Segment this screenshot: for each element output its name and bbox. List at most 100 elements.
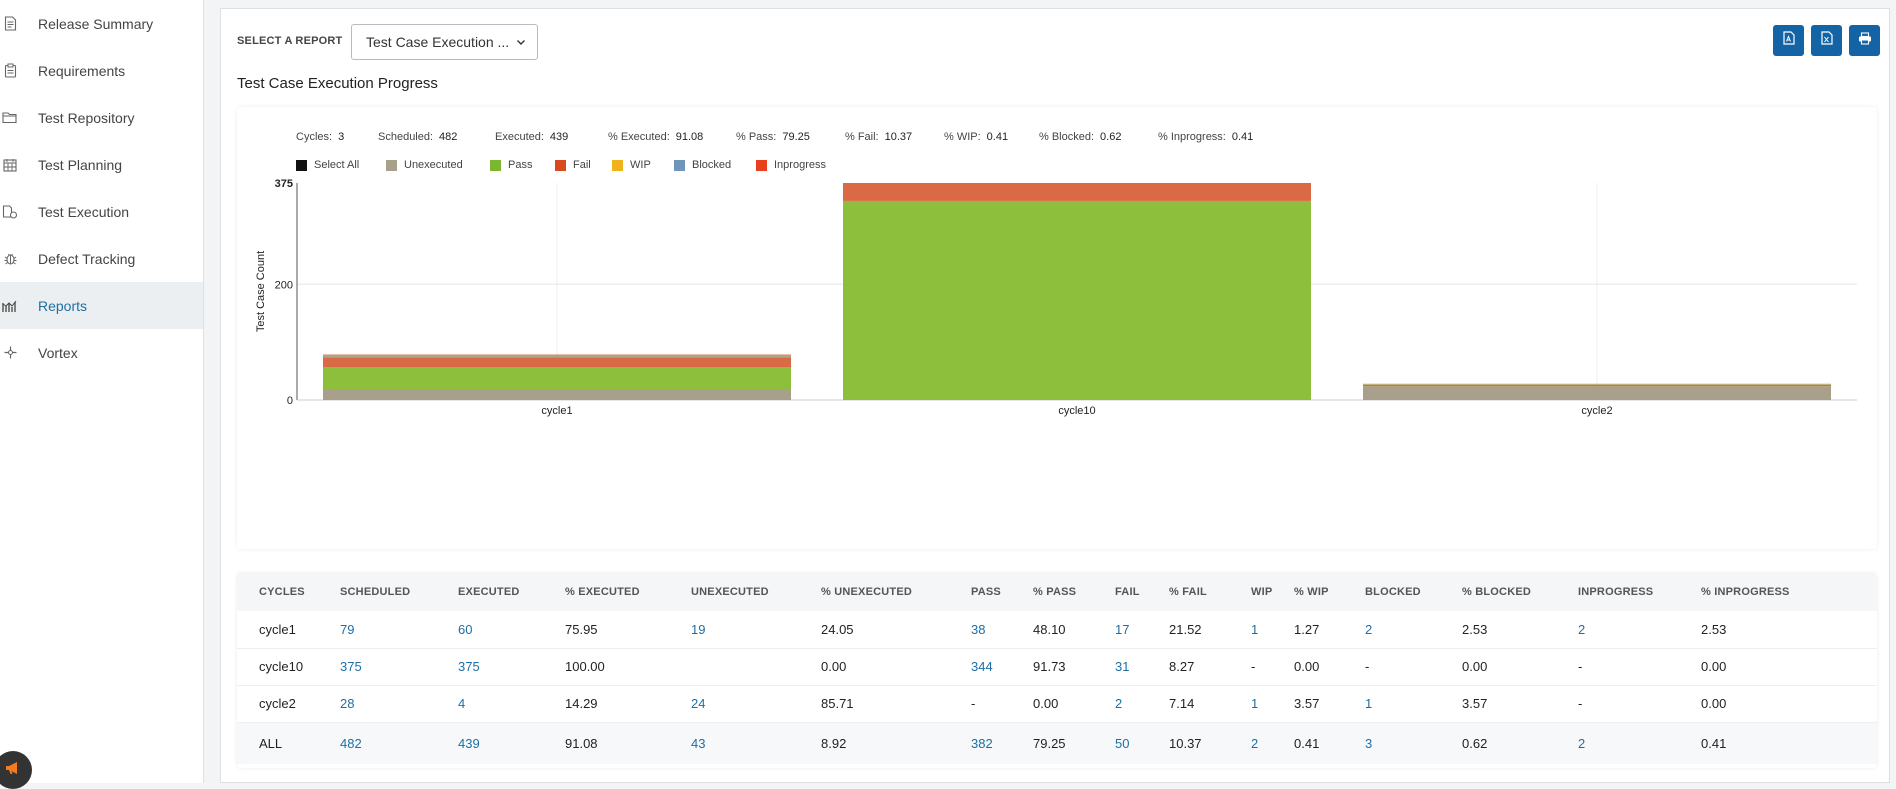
table-cell: 8.92: [821, 735, 847, 751]
stat-percent-fail: % Fail: 10.37: [845, 131, 913, 143]
legend-swatch: [386, 159, 397, 171]
stat-percent-wip: % WIP: 0.41: [944, 131, 1009, 143]
print-button[interactable]: [1849, 25, 1880, 56]
count-link[interactable]: 375: [458, 659, 480, 674]
sidebar-item-label: Test Planning: [38, 156, 123, 173]
table-cell: 0.00: [1462, 659, 1488, 674]
sidebar-item-test-planning[interactable]: Test Planning: [0, 141, 203, 188]
legend-unexecuted[interactable]: Unexecuted: [386, 159, 463, 171]
table-cell: 91.73: [1033, 659, 1066, 674]
count-link[interactable]: 344: [971, 659, 993, 674]
legend-blocked[interactable]: Blocked: [674, 159, 731, 171]
sidebar-item-reports[interactable]: Reports: [0, 282, 203, 329]
table-cell: -: [1578, 659, 1583, 674]
legend-pass[interactable]: Pass: [490, 159, 532, 171]
select-report-label: SELECT A REPORT: [237, 35, 343, 47]
bar-segment-unexecuted: [323, 389, 791, 400]
sidebar-item-label: Defect Tracking: [38, 250, 136, 267]
announcement-button[interactable]: [0, 751, 32, 789]
legend-swatch: [490, 159, 501, 171]
count-link[interactable]: 1: [1365, 696, 1373, 711]
sidebar-item-vortex[interactable]: Vortex: [0, 329, 203, 376]
legend-inprogress[interactable]: Inprogress: [756, 159, 826, 171]
count-link[interactable]: 482: [340, 735, 362, 751]
count-link[interactable]: 31: [1115, 659, 1130, 674]
bar-segment-inprogress: [323, 354, 791, 356]
legend-swatch: [555, 159, 566, 171]
count-link[interactable]: 4: [458, 696, 466, 711]
clipboard-icon: [2, 63, 18, 79]
x-tick-label: cycle10: [1058, 405, 1095, 417]
count-link[interactable]: 1: [1251, 696, 1259, 711]
table-cell: -: [1365, 659, 1370, 674]
count-link[interactable]: 2: [1251, 735, 1259, 751]
table-cell: 0.00: [1294, 659, 1320, 674]
legend-select-all[interactable]: Select All: [296, 159, 359, 171]
sidebar-item-defect-tracking[interactable]: Defect Tracking: [0, 235, 203, 282]
sidebar-item-release-summary[interactable]: Release Summary: [0, 0, 203, 47]
count-link[interactable]: 2: [1578, 735, 1586, 751]
column-header-percent-fail: % FAIL: [1169, 586, 1207, 598]
stat-percent-pass: % Pass: 79.25: [736, 131, 810, 143]
stat-executed: Executed: 439: [495, 131, 569, 143]
column-header-blocked: BLOCKED: [1365, 586, 1421, 598]
bar-segment-wip: [323, 356, 791, 358]
sidebar-item-test-execution[interactable]: Test Execution: [0, 188, 203, 235]
count-link[interactable]: 439: [458, 735, 480, 751]
cycle-name-cell: cycle2: [259, 696, 296, 711]
export-excel-button[interactable]: [1811, 25, 1842, 56]
bar-segment-wip: [1363, 384, 1831, 385]
sidebar-item-requirements[interactable]: Requirements: [0, 47, 203, 94]
count-link[interactable]: 375: [340, 659, 362, 674]
cycle-name-cell: cycle10: [259, 659, 304, 674]
execution-icon: [2, 204, 18, 220]
column-header-percent-pass: % PASS: [1033, 586, 1077, 598]
table-row: cycle10 375 375 100.00 0.00 344 91.73 31 8.27 - 0.…: [237, 648, 1877, 685]
table-cell: -: [971, 696, 976, 711]
stacked-bar-chart: 0 200 375 Test Case Count cycle1 cycle10 cycle…: [255, 178, 1857, 417]
x-tick-label: cycle2: [1581, 405, 1612, 417]
table-cell: 48.10: [1033, 621, 1066, 637]
report-select[interactable]: Test Case Execution ...: [351, 24, 538, 60]
sidebar-item-test-repository[interactable]: Test Repository: [0, 94, 203, 141]
table-cell: 24.05: [821, 621, 854, 637]
count-link[interactable]: 382: [971, 735, 993, 751]
count-link[interactable]: 1: [1251, 621, 1259, 637]
y-tick-label: 200: [275, 279, 293, 291]
legend-fail[interactable]: Fail: [555, 159, 591, 171]
bar-segment-blocked: [323, 355, 791, 357]
table-cell: 21.52: [1169, 621, 1202, 637]
count-link[interactable]: 79: [340, 621, 355, 637]
cycles-table-card: CYCLES SCHEDULED EXECUTED % EXECUTED UNEXECU…: [237, 573, 1877, 768]
table-cell: 0.41: [1701, 735, 1727, 751]
chart-card: Cycles: 3 Scheduled: 482 Executed: 439 % Ex…: [237, 107, 1877, 549]
table-body: cycle1 79 60 75.95 19 24.05 38 48.10 17 21.52 1 1.2…: [237, 611, 1877, 764]
table-cell: 3.57: [1294, 696, 1320, 711]
stat-percent-executed: % Executed: 91.08: [608, 131, 704, 143]
table-row-total: ALL 482 439 91.08 43 8.92 382 79.25 50 10.37 2 0.41…: [237, 722, 1877, 764]
count-link[interactable]: 28: [340, 696, 355, 711]
column-header-percent-blocked: % BLOCKED: [1462, 586, 1532, 598]
count-link[interactable]: 17: [1115, 621, 1130, 637]
column-header-unexecuted: UNEXECUTED: [691, 586, 769, 598]
count-link[interactable]: 2: [1115, 696, 1123, 711]
bar-segment-pass: [323, 367, 791, 390]
count-link[interactable]: 43: [691, 735, 706, 751]
stat-percent-inprogress: % Inprogress: 0.41: [1158, 131, 1254, 143]
calendar-icon: [2, 157, 18, 173]
export-pdf-button[interactable]: [1773, 25, 1804, 56]
count-link[interactable]: 50: [1115, 735, 1130, 751]
table-cell: [691, 648, 821, 685]
count-link[interactable]: 24: [691, 696, 706, 711]
count-link[interactable]: 19: [691, 621, 706, 637]
count-link[interactable]: 38: [971, 621, 986, 637]
count-link[interactable]: 3: [1365, 735, 1373, 751]
y-tick-label: 375: [275, 178, 293, 190]
count-link[interactable]: 60: [458, 621, 473, 637]
document-icon: [2, 16, 18, 32]
table-cell: 0.41: [1294, 735, 1320, 751]
count-link[interactable]: 2: [1578, 621, 1586, 637]
legend-wip[interactable]: WIP: [612, 159, 651, 171]
count-link[interactable]: 2: [1365, 621, 1373, 637]
sidebar-item-label: Vortex: [38, 344, 78, 361]
